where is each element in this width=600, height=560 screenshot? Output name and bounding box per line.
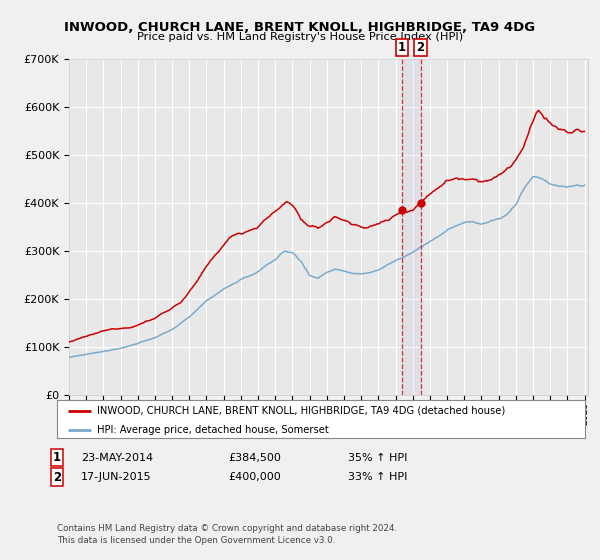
Text: 33% ↑ HPI: 33% ↑ HPI [348, 472, 407, 482]
Text: Contains HM Land Registry data © Crown copyright and database right 2024.: Contains HM Land Registry data © Crown c… [57, 524, 397, 533]
Text: 17-JUN-2015: 17-JUN-2015 [81, 472, 152, 482]
Text: 2: 2 [416, 41, 425, 54]
Text: £400,000: £400,000 [228, 472, 281, 482]
Text: £384,500: £384,500 [228, 452, 281, 463]
Text: HPI: Average price, detached house, Somerset: HPI: Average price, detached house, Some… [97, 424, 328, 435]
Text: 1: 1 [398, 41, 406, 54]
Text: Price paid vs. HM Land Registry's House Price Index (HPI): Price paid vs. HM Land Registry's House … [137, 32, 463, 43]
Text: This data is licensed under the Open Government Licence v3.0.: This data is licensed under the Open Gov… [57, 536, 335, 545]
Text: INWOOD, CHURCH LANE, BRENT KNOLL, HIGHBRIDGE, TA9 4DG (detached house): INWOOD, CHURCH LANE, BRENT KNOLL, HIGHBR… [97, 405, 505, 416]
Text: 2: 2 [53, 470, 61, 484]
Text: 1: 1 [53, 451, 61, 464]
Text: INWOOD, CHURCH LANE, BRENT KNOLL, HIGHBRIDGE, TA9 4DG: INWOOD, CHURCH LANE, BRENT KNOLL, HIGHBR… [64, 21, 536, 34]
Text: 23-MAY-2014: 23-MAY-2014 [81, 452, 153, 463]
Bar [402, 59, 421, 395]
Text: 35% ↑ HPI: 35% ↑ HPI [348, 452, 407, 463]
